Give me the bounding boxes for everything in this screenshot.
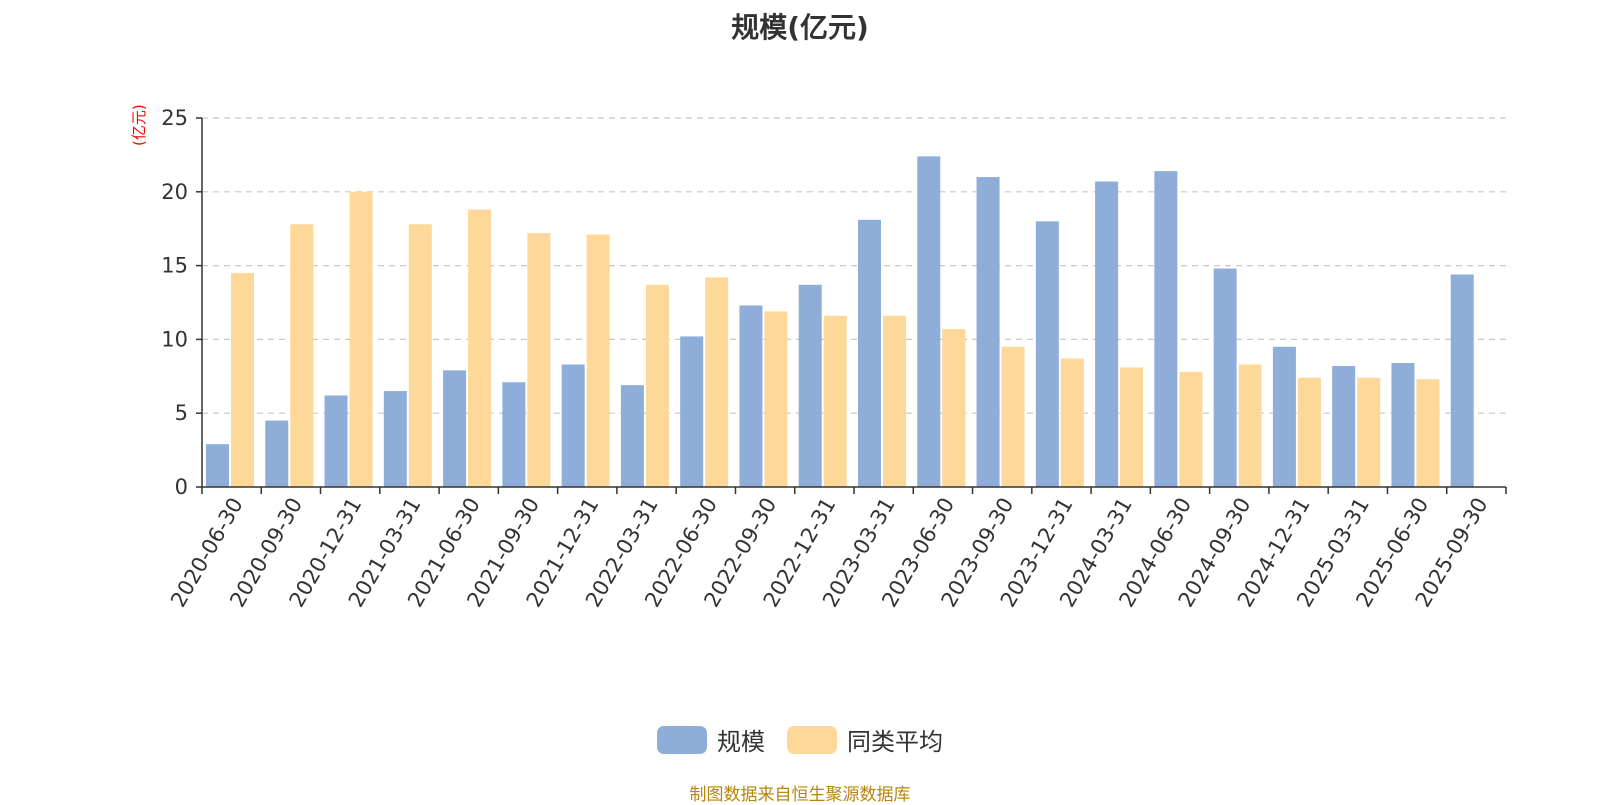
bar-peer-average	[705, 277, 729, 487]
bar-peer-average	[1120, 367, 1144, 487]
legend-item-peer-average[interactable]: 同类平均	[787, 722, 943, 757]
bar-scale	[798, 284, 822, 487]
bar-scale	[265, 420, 289, 487]
bar-peer-average	[1179, 371, 1203, 487]
bar-scale	[858, 219, 881, 487]
y-tick-label: 10	[161, 327, 188, 351]
bar-scale	[739, 305, 763, 487]
bar-peer-average	[942, 329, 966, 487]
bar-scale	[1332, 365, 1356, 487]
legend: 规模 同类平均	[0, 722, 1600, 757]
bar-scale	[206, 444, 229, 487]
bar-peer-average	[349, 191, 373, 488]
bar-scale	[976, 177, 1000, 488]
bar-peer-average	[823, 315, 847, 487]
data-source-note: 制图数据来自恒生聚源数据库	[689, 785, 911, 805]
y-tick-label: 5	[175, 401, 188, 425]
bar-scale	[620, 385, 644, 487]
bar-peer-average	[231, 272, 254, 487]
bar-peer-average	[1238, 364, 1262, 487]
axes	[196, 117, 1507, 494]
y-tick-label: 20	[161, 180, 188, 204]
bar-scale	[680, 336, 704, 487]
bar-scale	[1035, 221, 1059, 487]
bar-peer-average	[468, 209, 492, 487]
bar-chart: 0 5 10 15 20 25 2020-06-302020-09-302020-12-3…	[161, 106, 1507, 611]
bar-peer-average	[645, 284, 669, 487]
legend-swatch-peer-average	[787, 725, 837, 754]
bar-scale	[324, 395, 348, 487]
bar-scale	[1450, 274, 1474, 487]
legend-label-peer-average: 同类平均	[847, 728, 943, 756]
y-tick-labels: 0 5 10 15 20 25	[161, 106, 188, 499]
bar-peer-average	[290, 224, 314, 487]
bar-peer-average	[586, 234, 610, 487]
y-tick-label: 0	[175, 475, 188, 499]
bar-peer-average	[764, 311, 788, 487]
bar-scale	[1095, 181, 1119, 487]
bar-peer-average	[1357, 377, 1381, 487]
bar-series	[206, 156, 1474, 488]
bar-peer-average	[883, 315, 906, 487]
bar-peer-average	[1060, 358, 1084, 487]
bar-scale	[443, 370, 467, 487]
bar-scale	[1154, 171, 1178, 488]
bar-peer-average	[1416, 379, 1440, 487]
bar-scale	[561, 364, 585, 487]
x-tick-labels: 2020-06-302020-09-302020-12-312021-03-31…	[166, 493, 1493, 611]
legend-swatch-scale	[657, 725, 707, 754]
y-tick-label: 15	[161, 254, 188, 278]
bar-scale	[502, 382, 526, 487]
bar-peer-average	[408, 224, 432, 487]
y-tick-label: 25	[161, 106, 188, 130]
chart-title: 规模(亿元)	[731, 11, 869, 44]
bar-scale	[917, 156, 941, 487]
legend-label-scale: 规模	[717, 728, 765, 756]
grid-lines	[202, 117, 1506, 414]
bar-scale	[1213, 268, 1237, 487]
bar-peer-average	[1297, 377, 1321, 487]
bar-scale	[383, 391, 407, 487]
bar-scale	[1391, 363, 1415, 487]
legend-item-scale[interactable]: 规模	[657, 722, 765, 757]
bar-scale	[1272, 346, 1296, 487]
bar-peer-average	[1001, 346, 1025, 487]
bar-peer-average	[527, 233, 551, 487]
